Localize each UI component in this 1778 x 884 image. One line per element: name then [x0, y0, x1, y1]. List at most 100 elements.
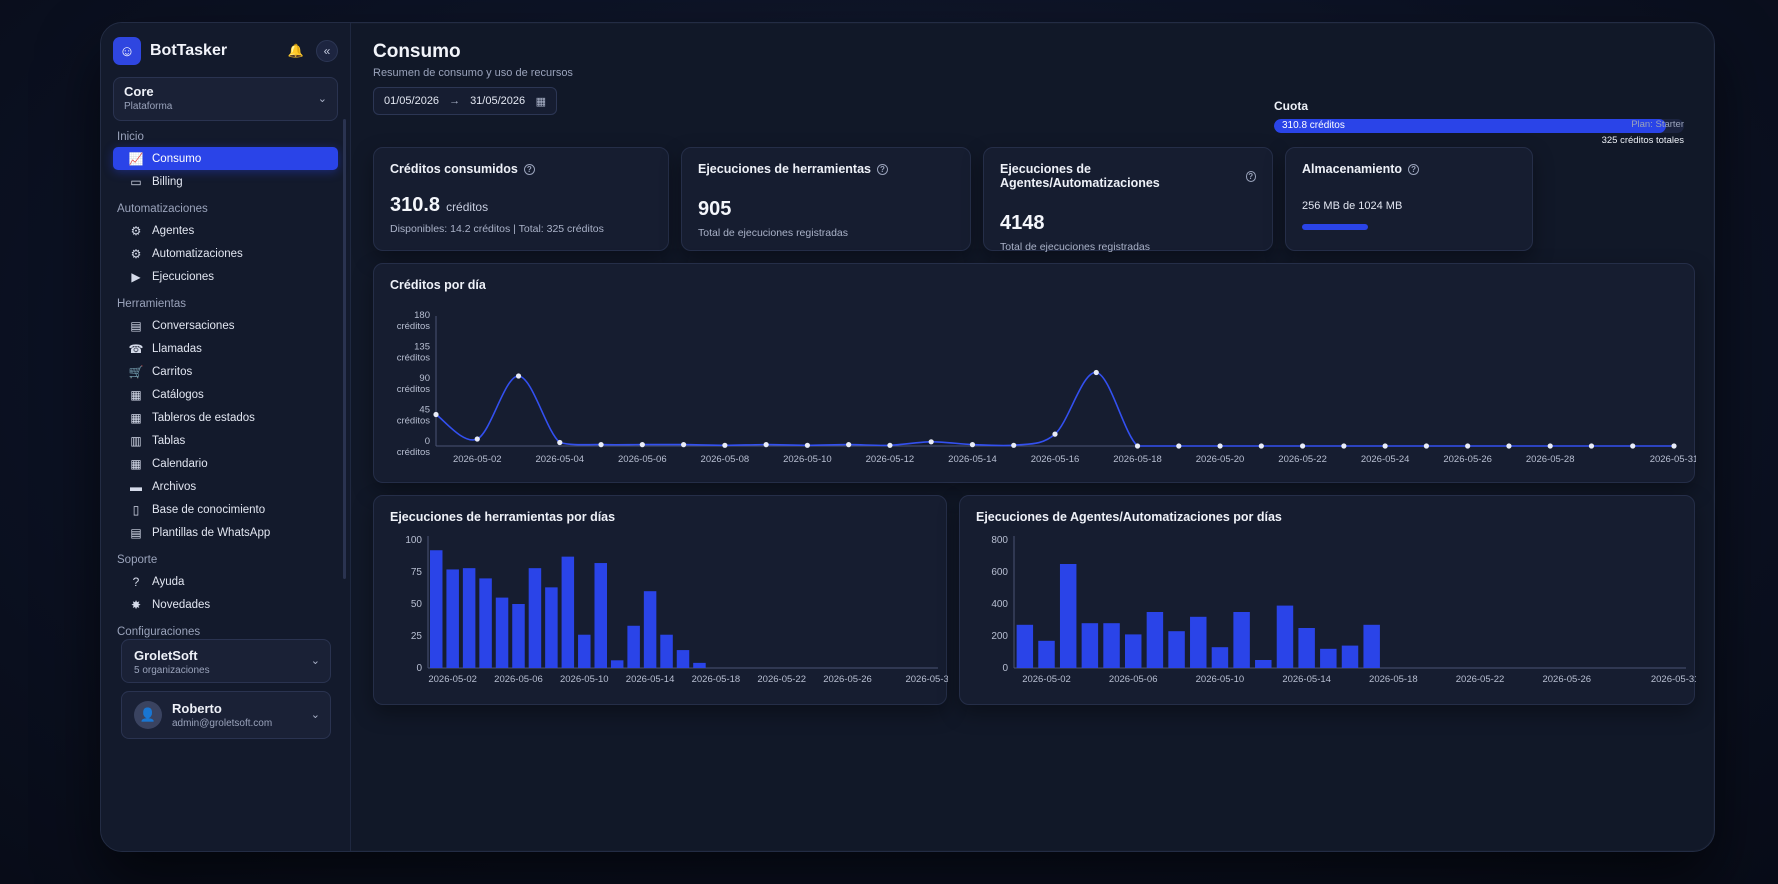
user-email: admin@groletsoft.com [172, 718, 273, 729]
y-tick-unit: créditos [397, 321, 431, 332]
data-point [1134, 443, 1141, 449]
bar [1363, 624, 1380, 668]
data-point [804, 442, 810, 448]
date-range-picker[interactable]: 01/05/2026 → 31/05/2026 ▦ [373, 87, 557, 115]
chevron-down-icon: ⌄ [310, 709, 320, 721]
data-point [1176, 443, 1182, 449]
bar [1276, 605, 1294, 668]
info-icon[interactable]: ? [523, 163, 535, 175]
bar [660, 634, 673, 668]
org-switcher[interactable]: GroletSoft 5 organizaciones ⌄ [121, 639, 331, 683]
brand: ☺ BotTasker 🔔 « [113, 33, 338, 69]
info-icon[interactable]: ? [877, 163, 888, 175]
bar [1146, 612, 1164, 668]
sidebar-item-consumo[interactable]: 📈 Consumo [113, 147, 338, 170]
sidebar-item-llamadas[interactable]: ☎ Llamadas [113, 337, 338, 360]
workspace-select[interactable]: Core Plataforma ⌄ [113, 77, 338, 121]
sidebar-item-label: Tableros de estados [152, 411, 255, 424]
sidebar-item-conversaciones[interactable]: ▤ Conversaciones [113, 314, 338, 337]
x-tick-label: 2026-05-02 [428, 674, 477, 685]
main-content: Consumo Resumen de consumo y uso de recu… [351, 23, 1714, 851]
x-tick-label: 2026-05-10 [560, 674, 609, 685]
bar [446, 569, 459, 668]
info-icon[interactable]: ? [1408, 163, 1420, 175]
data-point [1588, 443, 1595, 449]
sidebar-item-carritos[interactable]: 🛒 Carritos [113, 360, 338, 383]
x-tick-label: 2026-05-12 [866, 454, 915, 465]
folder-icon: ▬ [130, 479, 142, 494]
sidebar-item-base-de-conocimiento[interactable]: ▯ Base de conocimiento [113, 498, 338, 521]
calendar-icon: ▦ [130, 456, 142, 471]
sidebar-item-calendario[interactable]: ▦ Calendario [113, 452, 338, 475]
sidebar-item-ejecuciones[interactable]: ▶ Ejecuciones [113, 265, 338, 288]
data-point [846, 442, 852, 448]
data-point [1630, 443, 1636, 449]
quota-panel: Cuota 310.8 créditos Plan: Starter 325 c… [1274, 99, 1684, 146]
x-tick-label: 2026-05-22 [1456, 674, 1505, 685]
book-icon: ▯ [132, 502, 140, 517]
chart-card-credits-per-day: Créditos por día 180 créditos 135 créditos 9… [373, 263, 1698, 483]
data-point [763, 442, 769, 448]
data-point [1465, 443, 1471, 449]
date-to[interactable]: 31/05/2026 [470, 95, 526, 107]
x-tick-label: 2026-05-14 [948, 454, 997, 465]
x-tick-label: 2026-05-24 [1361, 454, 1410, 465]
bar [1103, 623, 1120, 668]
x-tick-label: 2026-05-28 [1526, 454, 1575, 465]
sidebar-item-catálogos[interactable]: ▦ Catálogos [113, 383, 338, 406]
y-tick-unit: créditos [397, 416, 431, 427]
sidebar-item-label: Plantillas de WhatsApp [152, 526, 271, 539]
bell-icon[interactable]: 🔔 [287, 43, 304, 58]
kpi-tools-title: Ejecuciones de herramientas [698, 162, 871, 176]
sidebar-scrollbar[interactable] [343, 119, 346, 579]
bar [561, 556, 575, 668]
data-point [1423, 443, 1429, 449]
sidebar-section-title: Soporte [117, 554, 158, 566]
chevron-down-icon: ⌄ [310, 655, 320, 667]
sidebar-item-automatizaciones[interactable]: ⚙ Automatizaciones [113, 242, 338, 265]
chart-title: Créditos por día [390, 278, 486, 292]
calendar-icon[interactable]: ▦ [535, 95, 546, 108]
sidebar-item-agentes[interactable]: ⚙ Agentes [113, 219, 338, 242]
sidebar-item-plantillas-de-whatsapp[interactable]: ▤ Plantillas de WhatsApp [113, 521, 338, 544]
quota-progress-bar: 310.8 créditos [1274, 119, 1684, 133]
x-tick-label: 2026-05-31 [1650, 454, 1696, 465]
y-tick-label: 90 [419, 373, 430, 384]
sidebar-item-novedades[interactable]: ✸ Novedades [113, 593, 338, 616]
kpi-tools-sub: Total de ejecuciones registradas [698, 227, 849, 239]
sidebar-item-tableros-de-estados[interactable]: ▦ Tableros de estados [113, 406, 338, 429]
page-subtitle: Resumen de consumo y uso de recursos [373, 67, 573, 79]
workspace-name: Core [124, 84, 154, 99]
bar [1320, 648, 1337, 668]
user-menu[interactable]: 👤 Roberto admin@groletsoft.com ⌄ [121, 691, 331, 739]
avatar: 👤 [134, 701, 162, 729]
tool-executions-bar-chart: 100 75 50 25 0 2026-05-02 2026-05-06 2026-05-10… [405, 535, 954, 685]
date-from[interactable]: 01/05/2026 [384, 95, 440, 107]
sidebar-section-title: Automatizaciones [117, 203, 208, 215]
quota-total: 325 créditos totales [1601, 135, 1684, 146]
sidebar-item-label: Llamadas [152, 342, 202, 355]
data-point [515, 373, 522, 379]
kpi-card-credits: Créditos consumidos? 310.8 créditos Dispo… [373, 147, 669, 251]
bar [1059, 564, 1077, 668]
sidebar-section-title: Herramientas [117, 298, 187, 310]
collapse-sidebar-button[interactable]: « [316, 40, 338, 62]
gears-icon: ⚙ [130, 246, 142, 261]
table-icon: ▥ [130, 433, 142, 448]
bar [578, 634, 591, 668]
org-switcher-name: GroletSoft [134, 648, 198, 663]
bar [1038, 640, 1055, 668]
sidebar-item-ayuda[interactable]: ? Ayuda [113, 570, 338, 593]
sidebar-item-billing[interactable]: ▭ Billing [113, 170, 338, 193]
chart-title: Ejecuciones de Agentes/Automatizaciones … [976, 510, 1282, 524]
sidebar: ☺ BotTasker 🔔 « Core Plataforma ⌄ Inicio… [101, 23, 351, 851]
x-tick-label: 2026-05-26 [823, 674, 872, 685]
x-tick-label: 2026-05-10 [1196, 674, 1245, 685]
bar [1124, 634, 1142, 668]
data-point [474, 436, 480, 442]
sidebar-item-archivos[interactable]: ▬ Archivos [113, 475, 338, 498]
x-tick-label: 2026-05-08 [701, 454, 750, 465]
info-icon[interactable]: ? [1245, 170, 1256, 182]
sidebar-item-tablas[interactable]: ▥ Tablas [113, 429, 338, 452]
data-point [1093, 369, 1099, 376]
